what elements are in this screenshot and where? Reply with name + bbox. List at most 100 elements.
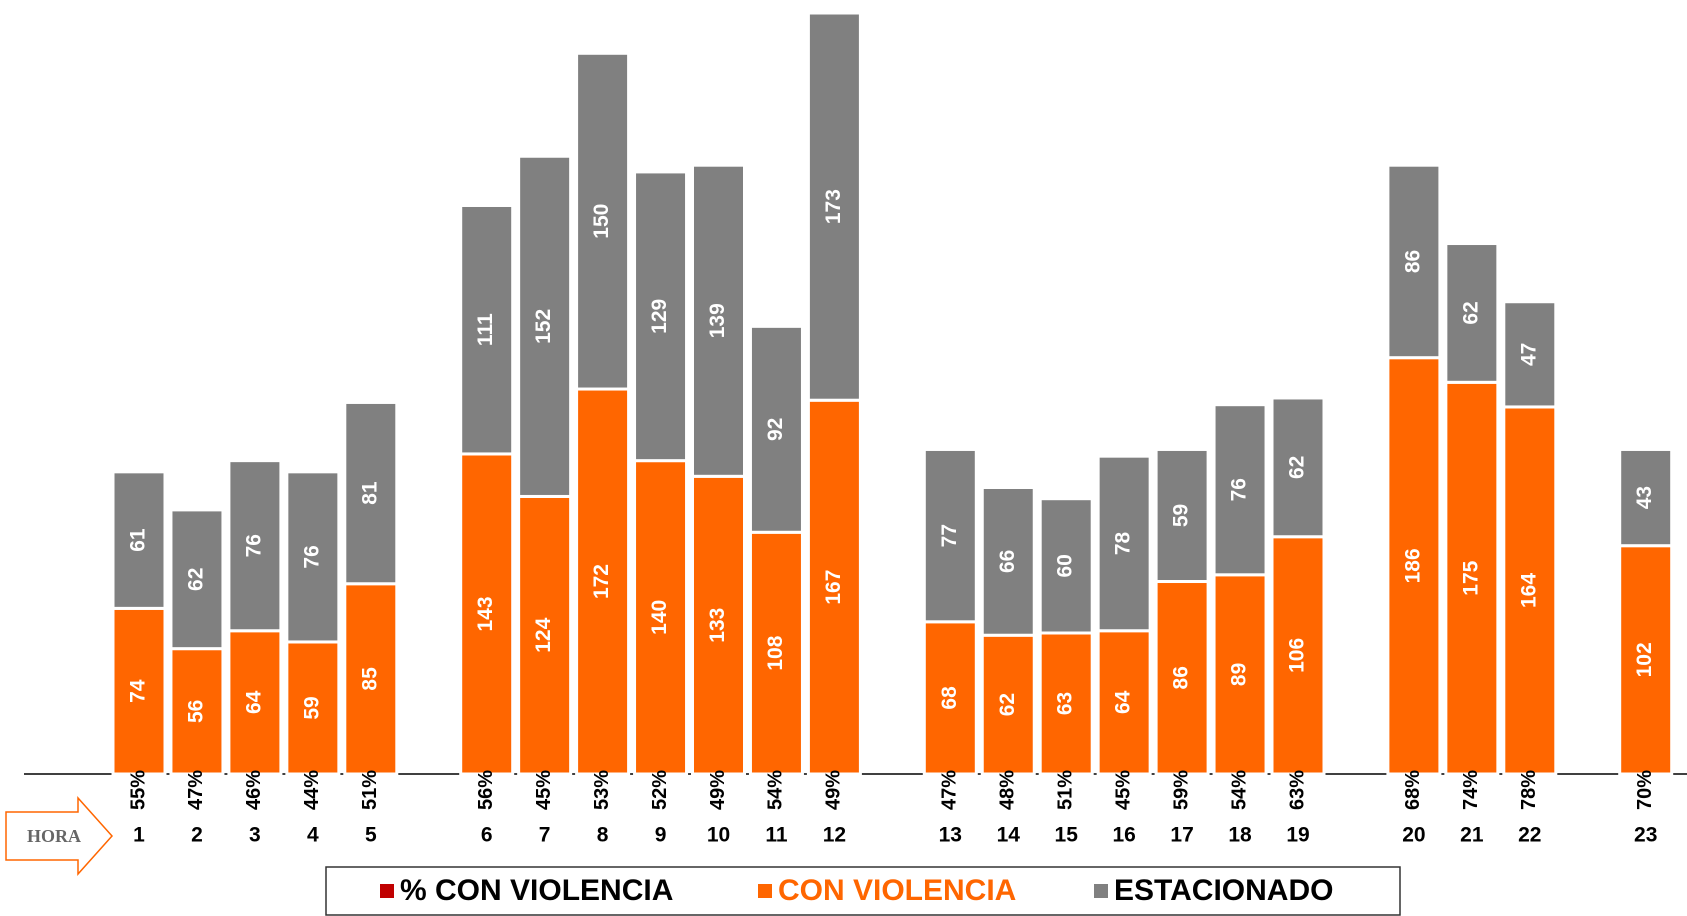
data-label: 61 xyxy=(127,528,150,552)
data-label: 62 xyxy=(1286,456,1309,479)
percent-label: 48% xyxy=(997,770,1019,810)
x-tick-label: 1 xyxy=(133,824,145,847)
legend-label: % CON VIOLENCIA xyxy=(400,874,673,907)
percent-label: 68% xyxy=(1402,770,1424,810)
x-tick-label: 12 xyxy=(823,824,846,847)
bar-segment xyxy=(285,470,341,644)
bar-segment xyxy=(1444,380,1500,776)
data-label: 175 xyxy=(1459,560,1482,595)
legend-swatch xyxy=(380,884,394,898)
bar-segment xyxy=(111,470,167,610)
bar-segment xyxy=(633,459,689,776)
data-label: 129 xyxy=(648,299,671,334)
data-label: 47 xyxy=(1517,343,1540,366)
data-label: 77 xyxy=(938,524,961,547)
data-label: 85 xyxy=(358,667,381,691)
bar-segment xyxy=(459,203,515,456)
bar-segment xyxy=(748,324,804,534)
percent-label: 78% xyxy=(1518,770,1540,810)
bar-segment xyxy=(691,163,746,478)
x-tick-label: 11 xyxy=(765,824,788,847)
data-label: 106 xyxy=(1286,638,1309,673)
bar-segment xyxy=(1444,242,1500,384)
data-label: 139 xyxy=(706,303,729,338)
x-tick-label: 20 xyxy=(1402,824,1425,847)
bar-segment xyxy=(517,494,573,776)
data-label: 124 xyxy=(532,617,555,652)
bar-segment xyxy=(1154,447,1210,584)
x-tick-label: 23 xyxy=(1634,824,1657,847)
bar-segment xyxy=(517,154,573,498)
data-label: 150 xyxy=(590,204,613,239)
bar-segment xyxy=(169,647,225,776)
legend-label: CON VIOLENCIA xyxy=(778,874,1016,907)
percent-label: 47% xyxy=(185,770,207,810)
hora-arrow xyxy=(5,796,114,876)
percent-label: 74% xyxy=(1460,770,1482,810)
data-label: 43 xyxy=(1633,486,1656,509)
data-label: 76 xyxy=(300,545,323,568)
data-label: 62 xyxy=(184,568,207,591)
percent-label: 63% xyxy=(1286,770,1308,810)
bar-segment xyxy=(748,530,804,776)
data-label: 78 xyxy=(1112,531,1135,555)
bar-segment xyxy=(343,582,399,776)
x-tick-label: 21 xyxy=(1460,824,1484,847)
legend-swatch xyxy=(1094,884,1108,898)
x-tick-label: 2 xyxy=(191,824,203,847)
x-tick-label: 4 xyxy=(307,824,319,847)
percent-label: 49% xyxy=(823,770,845,810)
data-label: 62 xyxy=(996,693,1019,716)
bar-segment xyxy=(1038,631,1094,776)
x-tick-label: 13 xyxy=(939,824,962,847)
bar-segment xyxy=(169,508,225,651)
percent-label: 55% xyxy=(127,770,149,810)
x-tick-label: 17 xyxy=(1170,824,1193,847)
data-label: 186 xyxy=(1401,548,1424,583)
x-tick-label: 8 xyxy=(597,824,609,847)
data-label: 86 xyxy=(1401,250,1424,273)
data-label: 111 xyxy=(474,313,497,346)
data-label: 133 xyxy=(706,608,729,643)
bar-segment xyxy=(575,51,631,391)
data-label: 64 xyxy=(242,690,265,714)
data-label: 140 xyxy=(648,600,671,635)
legend-label: ESTACIONADO xyxy=(1114,874,1333,907)
percent-label: 51% xyxy=(359,770,381,810)
x-axis-label: HORA xyxy=(27,826,81,846)
data-label: 108 xyxy=(764,635,787,670)
bar-segment xyxy=(1270,535,1326,776)
percent-label: 53% xyxy=(591,770,613,810)
x-tick-label: 6 xyxy=(481,824,493,847)
data-label: 152 xyxy=(532,309,555,344)
legend xyxy=(325,866,1401,916)
x-tick-label: 16 xyxy=(1112,824,1135,847)
bar-segment xyxy=(980,633,1036,776)
x-tick-label: 15 xyxy=(1055,824,1079,847)
legend-swatch xyxy=(758,884,772,898)
x-tick-label: 9 xyxy=(655,824,667,847)
bar-segment xyxy=(633,170,689,463)
percent-label: 49% xyxy=(707,770,729,810)
data-label: 76 xyxy=(242,534,265,557)
bar-segment xyxy=(1502,405,1558,776)
percent-label: 52% xyxy=(649,770,671,810)
bar-segment xyxy=(111,606,167,776)
bar-segment xyxy=(806,398,862,776)
x-tick-label: 5 xyxy=(365,824,377,847)
percent-label: 56% xyxy=(475,770,497,810)
percent-label: 45% xyxy=(533,770,555,810)
x-tick-label: 18 xyxy=(1228,824,1252,847)
x-tick-label: 7 xyxy=(539,824,551,847)
data-label: 62 xyxy=(1459,301,1482,324)
percent-label: 51% xyxy=(1054,770,1076,810)
data-label: 68 xyxy=(938,686,961,710)
data-label: 81 xyxy=(358,481,381,505)
data-label: 102 xyxy=(1633,642,1656,677)
data-label: 59 xyxy=(1170,504,1193,527)
bar-segment xyxy=(980,486,1036,637)
bar-segment xyxy=(1212,403,1268,577)
bar-segment xyxy=(1270,396,1326,539)
x-tick-label: 14 xyxy=(997,824,1021,847)
data-label: 164 xyxy=(1517,573,1540,608)
